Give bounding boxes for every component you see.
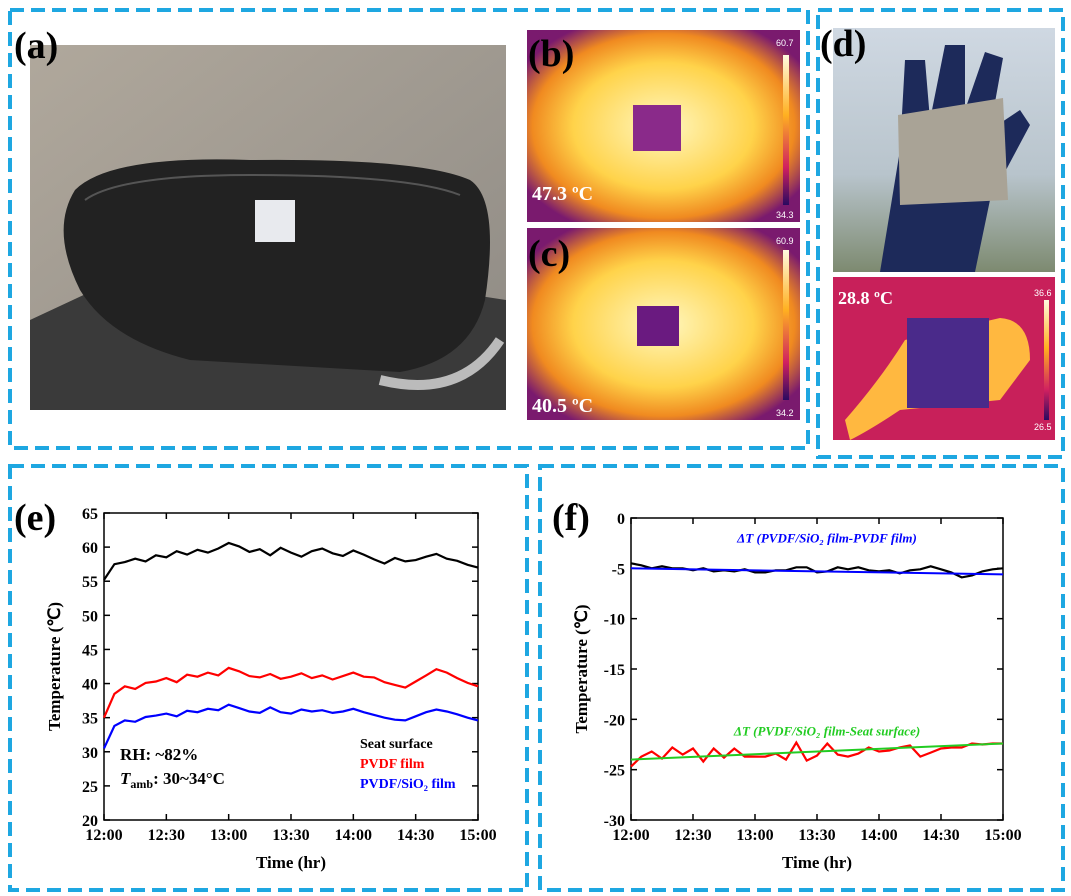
panel-label: (a) xyxy=(14,25,58,67)
panel-label: (f) xyxy=(552,497,590,539)
y-tick-label: -25 xyxy=(604,763,625,780)
photo-glove xyxy=(833,28,1055,440)
y-tick-label: 60 xyxy=(82,540,98,557)
y-tick-label: 30 xyxy=(82,745,98,762)
x-tick-label: 14:00 xyxy=(860,827,897,844)
x-tick-label: 13:30 xyxy=(798,827,835,844)
x-tick-label: 13:00 xyxy=(736,827,773,844)
y-tick-label: 0 xyxy=(617,511,625,528)
scale-min: 34.2 xyxy=(776,408,794,418)
y-tick-label: -5 xyxy=(612,561,625,578)
figure: (a) (b) (c) (d) 47.3 ºC 60.7 34.3 40.5 º… xyxy=(0,0,1071,896)
series-line xyxy=(104,668,478,718)
series-label: ΔT (PVDF/SiO₂ film-PVDF film) xyxy=(736,530,917,545)
y-tick-label: 40 xyxy=(82,677,98,694)
temperature-label: 40.5 ºC xyxy=(532,395,593,417)
scale-max: 60.9 xyxy=(776,236,794,246)
photo-seat xyxy=(30,45,506,410)
scale-min: 34.3 xyxy=(776,210,794,220)
panel-label: (c) xyxy=(528,233,570,275)
x-tick-label: 12:30 xyxy=(674,827,711,844)
x-tick-label: 13:00 xyxy=(210,827,247,844)
x-tick-label: 13:30 xyxy=(272,827,309,844)
thermal-image xyxy=(527,30,800,420)
x-tick-label: 14:00 xyxy=(335,827,372,844)
panel-label: (b) xyxy=(528,33,574,75)
y-axis-title: Temperature (℃) xyxy=(572,604,591,733)
series-line xyxy=(104,543,478,580)
annotation-subscript: amb xyxy=(130,777,153,791)
x-tick-label: 15:00 xyxy=(459,827,496,844)
y-tick-label: -20 xyxy=(604,712,625,729)
panel-label: (d) xyxy=(820,23,866,65)
annotation: Tamb: 30~34°C xyxy=(120,769,225,791)
legend-label: PVDF film xyxy=(360,757,425,772)
temperature-label: 47.3 ºC xyxy=(532,183,593,205)
y-tick-label: 25 xyxy=(82,779,98,796)
temperature-label: 28.8 ºC xyxy=(838,288,893,308)
y-tick-label: 55 xyxy=(82,574,98,591)
x-tick-label: 12:00 xyxy=(85,827,122,844)
y-axis-title: Temperature (℃) xyxy=(45,602,64,731)
panel-label: (e) xyxy=(14,497,56,539)
x-axis-title: Time (hr) xyxy=(256,853,326,872)
x-tick-label: 12:00 xyxy=(612,827,649,844)
y-tick-label: 45 xyxy=(82,642,98,659)
y-tick-label: 65 xyxy=(82,506,98,523)
scale-max: 60.7 xyxy=(776,38,794,48)
annotation-text: : 30~34°C xyxy=(153,769,225,788)
series-label: ΔT (PVDF/SiO₂ film-Seat surface) xyxy=(733,724,920,739)
x-tick-label: 12:30 xyxy=(148,827,185,844)
x-tick-label: 15:00 xyxy=(984,827,1021,844)
scale-min: 26.5 xyxy=(1034,422,1052,432)
x-tick-label: 14:30 xyxy=(397,827,434,844)
legend-label: PVDF/SiO₂ film xyxy=(360,777,456,792)
y-tick-label: -15 xyxy=(604,662,625,679)
x-axis-title: Time (hr) xyxy=(782,853,852,872)
scale-max: 36.6 xyxy=(1034,288,1052,298)
plot-frame xyxy=(631,518,1003,820)
x-tick-label: 14:30 xyxy=(922,827,959,844)
annotation-symbol: T xyxy=(120,769,131,788)
y-tick-label: 50 xyxy=(82,608,98,625)
annotation: RH: ~82% xyxy=(120,745,198,764)
legend-label: Seat surface xyxy=(360,737,433,752)
y-tick-label: -10 xyxy=(604,612,625,629)
y-tick-label: 35 xyxy=(82,711,98,728)
